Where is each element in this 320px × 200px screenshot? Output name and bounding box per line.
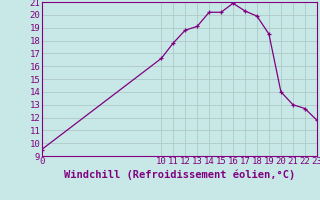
X-axis label: Windchill (Refroidissement éolien,°C): Windchill (Refroidissement éolien,°C): [64, 169, 295, 180]
